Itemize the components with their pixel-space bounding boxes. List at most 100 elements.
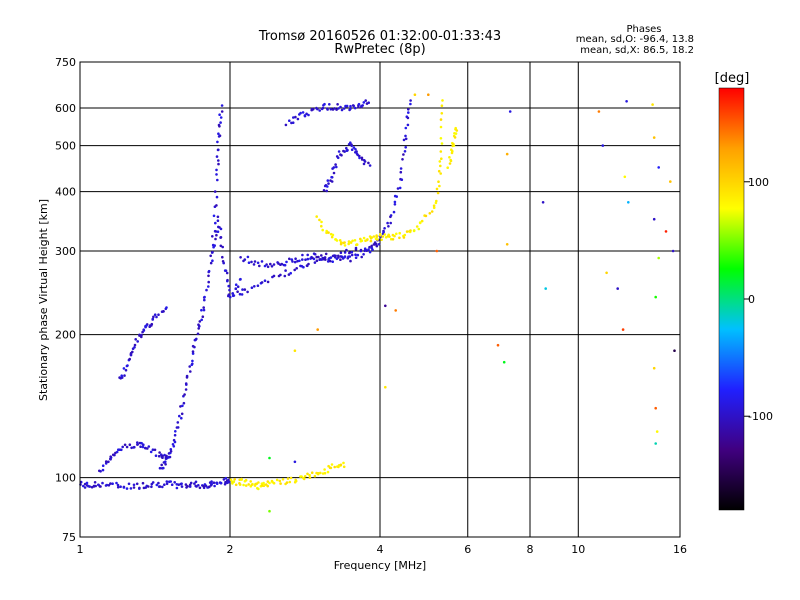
data-point — [339, 463, 343, 467]
data-point — [120, 374, 123, 378]
data-point — [329, 466, 333, 470]
data-point — [147, 445, 151, 448]
data-point — [252, 263, 256, 266]
data-point — [147, 485, 150, 488]
data-point — [354, 253, 357, 256]
data-point — [200, 308, 203, 312]
data-point — [417, 227, 421, 231]
data-point — [217, 135, 221, 138]
data-point — [140, 335, 143, 339]
data-point — [283, 263, 287, 267]
data-point — [213, 484, 216, 488]
data-point — [333, 107, 336, 110]
data-point — [219, 227, 223, 231]
data-point — [340, 154, 343, 157]
data-point — [256, 284, 260, 288]
data-point — [301, 111, 305, 114]
data-point — [652, 136, 656, 139]
data-point — [369, 239, 373, 243]
data-point — [393, 200, 397, 204]
data-point — [161, 485, 164, 489]
data-point — [272, 481, 276, 485]
data-point — [323, 468, 326, 471]
data-point — [99, 470, 102, 473]
data-point — [394, 309, 398, 312]
data-point — [454, 126, 458, 130]
data-point — [327, 231, 330, 234]
data-point — [399, 167, 403, 170]
data-point — [291, 121, 295, 124]
data-point — [438, 184, 441, 188]
data-point — [217, 132, 220, 135]
data-point — [268, 509, 271, 513]
data-point — [343, 241, 346, 244]
data-point — [424, 214, 428, 218]
data-point — [178, 414, 181, 418]
data-point — [203, 295, 206, 299]
data-point — [204, 484, 208, 488]
data-point — [387, 225, 390, 228]
data-point — [673, 349, 676, 353]
data-point — [207, 274, 210, 278]
data-point — [435, 187, 439, 191]
data-point — [215, 155, 219, 158]
data-point — [242, 483, 245, 487]
data-point — [316, 328, 320, 331]
data-point — [657, 256, 660, 260]
data-point — [111, 482, 114, 486]
data-point — [195, 337, 198, 341]
data-point — [364, 99, 368, 102]
data-point — [105, 460, 108, 464]
y-tick-label: 200 — [55, 329, 76, 342]
data-point — [427, 93, 430, 96]
data-point — [203, 298, 206, 302]
data-point — [250, 286, 254, 290]
data-point — [315, 215, 319, 218]
data-point — [198, 486, 202, 490]
data-point — [176, 421, 180, 424]
data-point — [220, 110, 224, 113]
data-point — [401, 158, 404, 161]
data-point — [326, 179, 330, 182]
data-point — [320, 224, 323, 228]
data-point — [153, 313, 157, 317]
data-point — [375, 244, 379, 248]
data-point — [184, 382, 188, 385]
data-point — [133, 445, 136, 449]
data-point — [407, 111, 410, 114]
data-point — [446, 166, 450, 169]
data-point — [342, 461, 345, 465]
data-point — [359, 248, 363, 252]
data-point — [348, 255, 352, 258]
data-point — [367, 248, 370, 251]
data-point — [208, 485, 211, 489]
data-point — [136, 441, 139, 444]
data-point — [138, 334, 141, 337]
data-point — [413, 93, 417, 96]
data-point — [163, 483, 166, 487]
data-point — [216, 215, 220, 219]
data-point — [160, 463, 163, 467]
data-point — [350, 144, 354, 148]
data-point — [296, 117, 300, 121]
data-point — [85, 481, 89, 485]
data-point — [234, 483, 238, 487]
data-point — [132, 483, 136, 487]
data-point — [126, 364, 129, 367]
data-point — [234, 287, 238, 291]
data-point — [356, 253, 360, 257]
data-point — [219, 121, 222, 124]
data-point — [294, 257, 297, 261]
data-point — [175, 486, 179, 490]
data-point — [222, 478, 226, 481]
data-point — [151, 448, 155, 452]
data-point — [316, 472, 320, 476]
data-point — [439, 125, 443, 129]
data-point — [308, 476, 312, 480]
data-point — [420, 219, 424, 223]
data-point — [375, 235, 379, 238]
data-point — [362, 101, 366, 104]
data-point — [544, 287, 547, 290]
data-point — [179, 405, 182, 408]
